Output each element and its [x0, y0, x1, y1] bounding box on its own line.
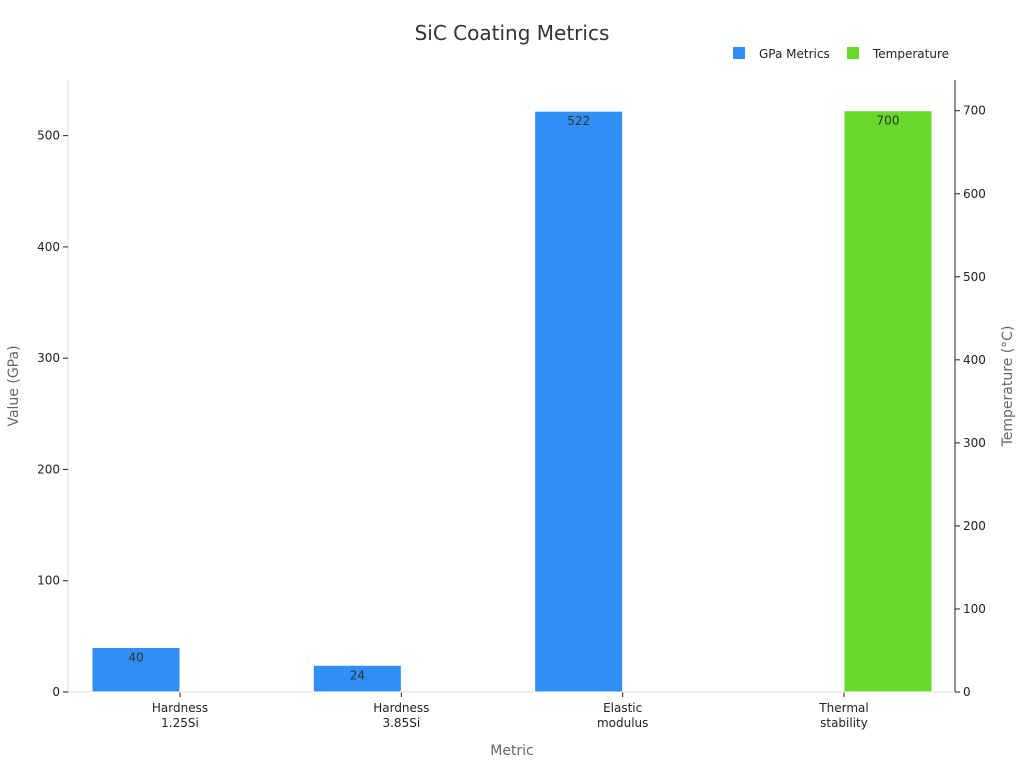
x-tick-label: Hardness 3.85Si: [373, 701, 429, 730]
bar-value-label: 700: [877, 114, 900, 128]
y2-tick-label: 500: [963, 270, 986, 284]
y2-tick-label: 400: [963, 353, 986, 367]
bar-value-label: 24: [350, 668, 365, 682]
y-tick-label: 0: [52, 685, 60, 699]
y-axis-title: Value (GPa): [6, 345, 22, 426]
y-tick-label: 400: [37, 240, 60, 254]
x-tick-label: Hardness 1.25Si: [152, 701, 208, 730]
x-axis-title: Metric: [490, 743, 534, 759]
chart-title: SiC Coating Metrics: [415, 21, 610, 45]
legend-label-gpa: GPa Metrics: [759, 47, 830, 61]
x-tick-label: Elastic modulus: [597, 701, 648, 730]
legend-label-temperature: Temperature: [872, 47, 949, 61]
y-tick-label: 500: [37, 129, 60, 143]
y2-axis-title: Temperature (°C): [1000, 326, 1016, 448]
y2-tick-label: 300: [963, 436, 986, 450]
bar-value-label: 522: [567, 114, 590, 128]
legend-swatch-gpa: [733, 47, 745, 59]
x-tick-label: Thermal stability: [818, 701, 868, 730]
y2-tick-label: 100: [963, 602, 986, 616]
bar-value-label: 40: [128, 650, 143, 664]
y2-tick-label: 200: [963, 519, 986, 533]
left-axis-ticks: 0 100 200 300 400 500: [37, 129, 68, 699]
y2-tick-label: 0: [963, 685, 971, 699]
bar-gpa: [534, 110, 624, 693]
y-tick-label: 100: [37, 574, 60, 588]
bar-gpa: [312, 664, 402, 693]
y2-tick-label: 600: [963, 187, 986, 201]
y2-tick-label: 700: [963, 104, 986, 118]
legend-swatch-temperature: [847, 47, 859, 59]
bar-temperature: [843, 110, 933, 693]
right-axis-ticks: 0 100 200 300 400 500 600 700: [955, 104, 986, 699]
x-axis-ticks: Hardness 1.25Si Hardness 3.85Si Elastic modul…: [152, 692, 869, 730]
y-tick-label: 200: [37, 462, 60, 476]
y-tick-label: 300: [37, 351, 60, 365]
bars: 40 24 522 700: [91, 110, 933, 693]
bar-gpa: [91, 646, 181, 693]
legend: GPa Metrics Temperature: [733, 47, 949, 61]
